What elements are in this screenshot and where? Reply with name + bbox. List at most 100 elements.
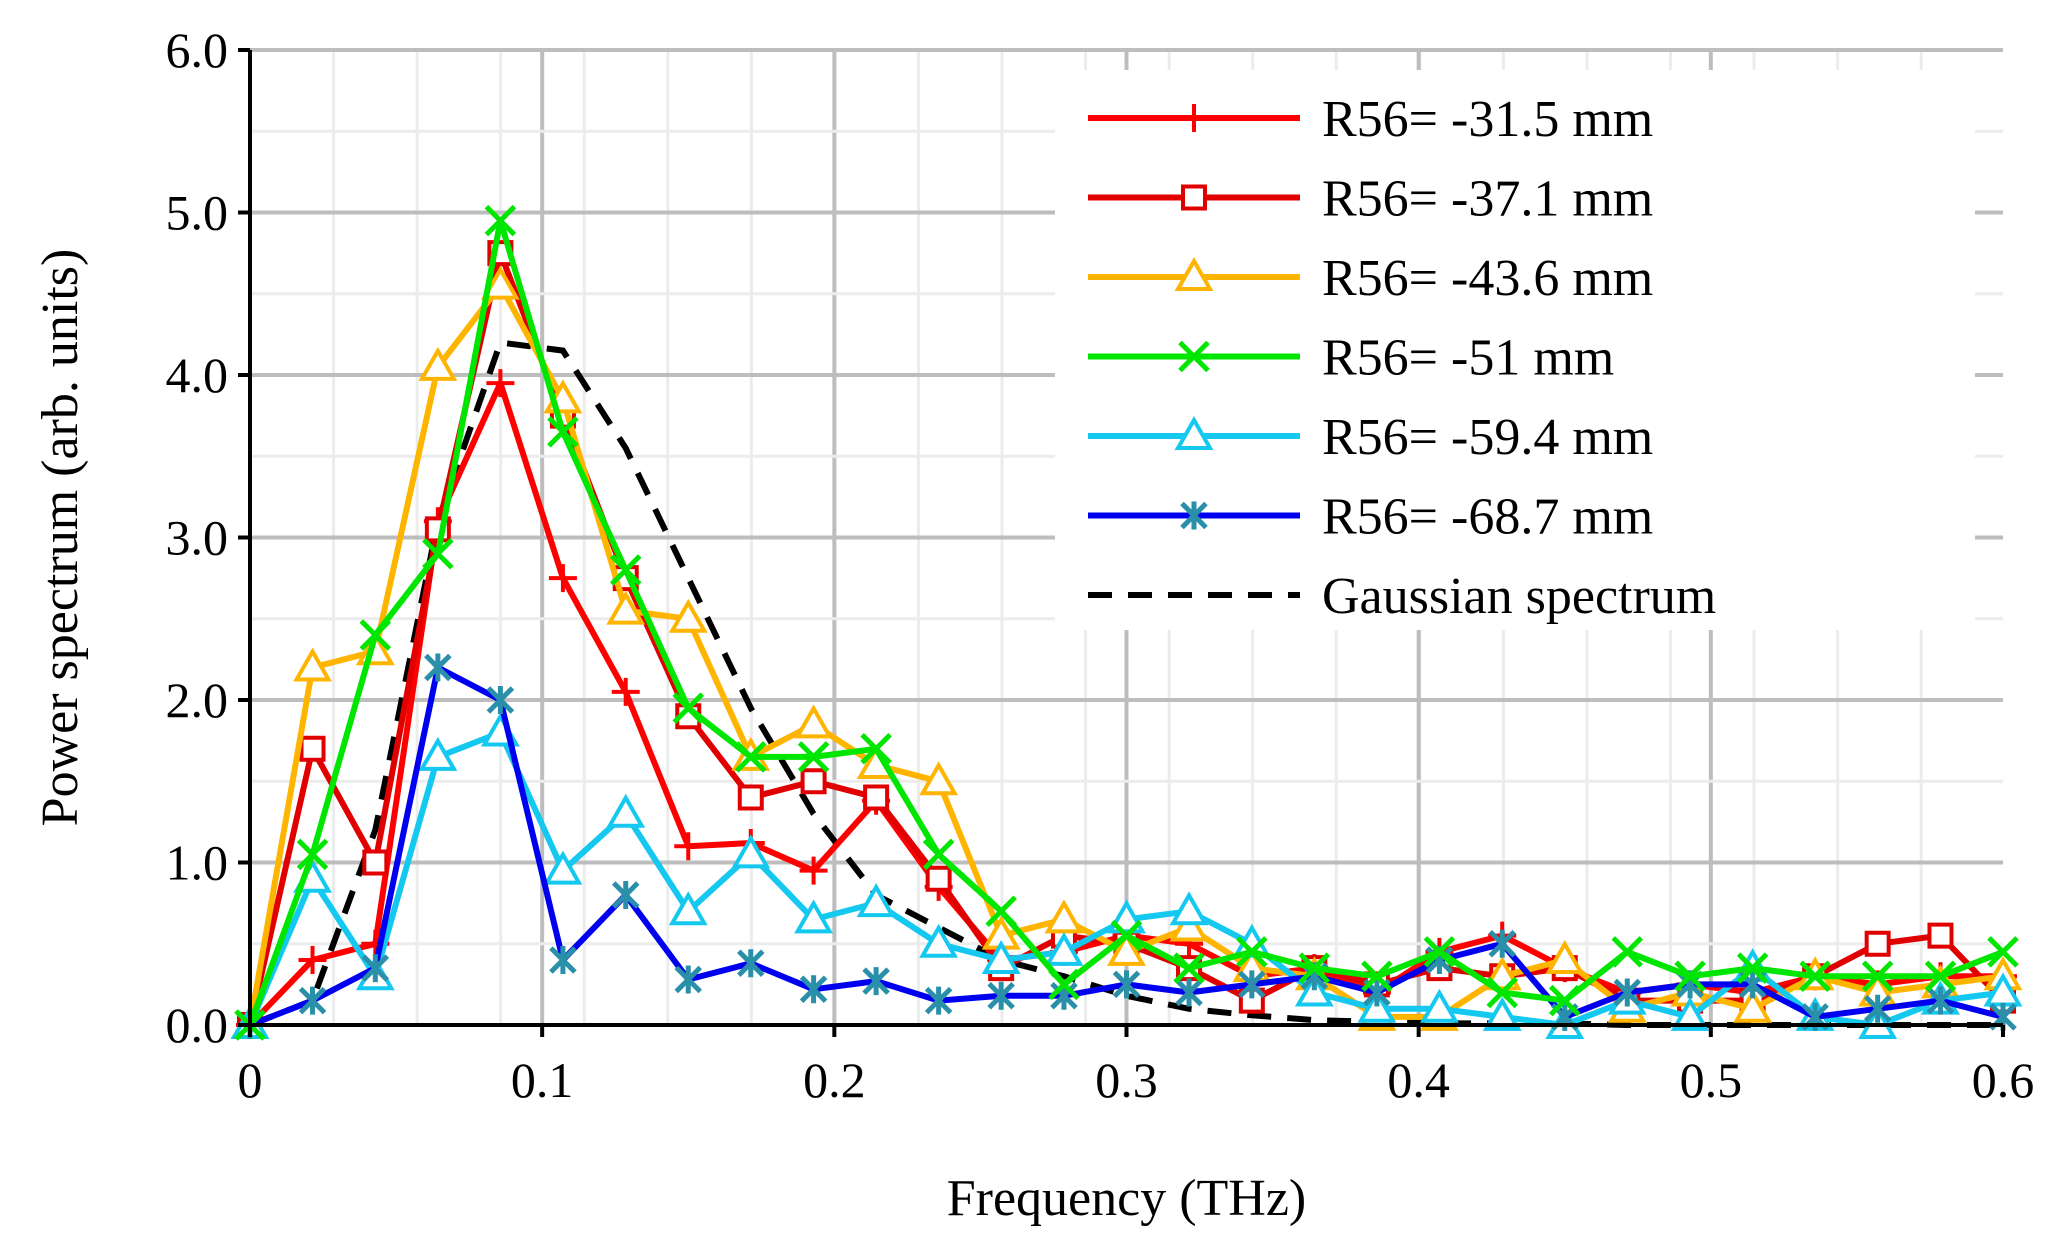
x-tick-label: 0 [238,1052,263,1108]
legend-marker-2 [1174,256,1214,291]
data-point-5-3 [424,653,452,682]
data-point-4-19 [1419,988,1459,1023]
x-tick-label: 0.6 [1972,1052,2035,1108]
data-point-4-9 [794,899,834,934]
data-point-1-10 [863,784,890,811]
data-point-3-20 [1486,976,1518,1009]
series-group-3 [234,204,2019,1041]
data-point-2-11 [919,761,959,796]
data-point-4-23 [1670,996,1710,1031]
data-point-3-25 [1799,960,1831,993]
legend-label-3: R56= -51 mm [1322,330,1614,387]
legend-label-5: R56= -68.7 mm [1322,489,1653,546]
data-point-5-6 [611,881,640,909]
data-point-3-11 [922,838,955,871]
y-tick-label: 2.0 [166,672,229,728]
legend-marker-3 [1178,340,1210,373]
legend-marker-4 [1174,415,1214,450]
data-point-3-8 [735,741,767,773]
data-point-5-7 [674,965,703,994]
data-point-4-5 [543,850,583,885]
y-tick-label: 0.0 [166,997,229,1053]
data-point-0-6 [611,677,640,706]
y-tick-label: 1.0 [166,835,229,891]
data-point-2-9 [794,704,834,739]
data-point-3-4 [484,204,517,237]
data-point-5-14 [1112,970,1141,999]
data-point-5-16 [1238,970,1266,999]
y-axis-title: Power spectrum (arb. units) [32,249,89,827]
data-point-5-15 [1175,978,1203,1007]
data-point-2-13 [1044,899,1084,934]
data-point-3-12 [985,895,1017,928]
data-point-3-7 [672,692,705,724]
data-point-2-4 [480,265,520,300]
legend-item-6: Gaussian spectrum [1088,568,1716,625]
data-point-0-1 [298,946,327,974]
y-tick-label: 6.0 [166,22,229,78]
data-point-3-3 [422,537,454,570]
data-point-3-18 [1361,960,1393,993]
data-point-3-21 [1548,984,1581,1017]
data-point-2-7 [668,598,708,633]
data-point-3-10 [860,732,892,765]
data-point-1-27 [1927,922,1954,949]
data-point-3-26 [1861,960,1894,993]
data-point-2-1 [293,647,332,682]
data-point-0-7 [674,832,703,861]
legend-item-3: R56= -51 mm [1088,330,1614,387]
data-point-2-15 [1169,907,1209,942]
data-point-1-2 [362,849,389,876]
data-point-4-13 [1044,931,1084,966]
data-point-5-8 [737,949,765,978]
data-point-5-5 [549,946,577,974]
data-point-5-12 [987,981,1015,1010]
x-tick-label: 0.4 [1387,1052,1450,1108]
data-point-2-14 [1107,931,1146,966]
data-point-3-2 [359,619,392,651]
data-point-1-8 [737,784,764,811]
data-point-3-27 [1924,960,1957,993]
data-point-4-7 [668,891,708,926]
legend-item-5: R56= -68.7 mm [1088,489,1653,546]
data-point-3-1 [296,838,329,871]
data-point-5-26 [1863,994,1892,1023]
data-point-4-11 [919,923,959,958]
x-tick-label: 0.5 [1680,1052,1743,1108]
legend-background [1055,70,1975,630]
data-point-1-11 [925,865,952,892]
legend-marker-5 [1180,501,1208,530]
x-tick-label: 0.1 [511,1052,574,1108]
axes: 0.0 1.0 2.0 3.0 4.0 5.0 6.0 0 0.1 0.2 0.3 0.4 0.5 0.6 [166,22,2035,1108]
data-point-4-12 [981,939,1021,974]
data-point-3-15 [1173,952,1205,984]
legend-marker-0 [1180,104,1208,132]
data-point-4-20 [1482,996,1522,1031]
data-point-4-17 [1294,972,1334,1007]
legend-label-6: Gaussian spectrum [1322,568,1716,625]
x-axis-title: Frequency (THz) [947,1170,1307,1227]
data-point-1-26 [1864,930,1891,957]
data-point-1-1 [299,735,326,762]
data-point-3-13 [1048,968,1080,1001]
legend-item-0: R56= -31.5 mm [1088,91,1653,148]
data-point-3-17 [1298,952,1331,984]
data-point-3-28 [1987,936,2019,968]
data-point-4-6 [606,793,646,828]
x-tick-label: 0.3 [1095,1052,1158,1108]
legend-label-1: R56= -37.1 mm [1322,171,1653,228]
legend-marker-1 [1181,184,1207,211]
data-point-5-9 [799,975,828,1004]
data-point-4-15 [1169,891,1209,926]
data-point-3-6 [609,554,642,586]
data-point-3-5 [547,416,579,448]
data-point-4-8 [731,834,771,869]
data-point-5-20 [1488,929,1516,958]
data-point-0-5 [548,564,577,593]
y-tick-label: 4.0 [166,347,229,403]
legend: R56= -31.5 mm R56= -37.1 mm R56= -43.6 mm R… [1055,70,1975,630]
legend-item-2: R56= -43.6 mm [1088,250,1653,307]
data-point-5-4 [486,686,515,714]
